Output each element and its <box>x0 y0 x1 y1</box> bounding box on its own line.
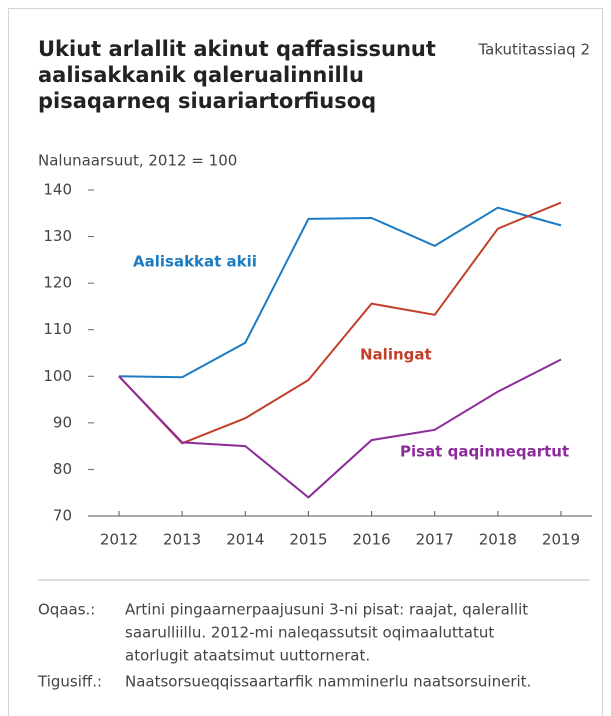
subtitle: Nalunaarsuut, 2012 = 100 <box>38 152 237 170</box>
chart-title: pisaqarneq siuariartorfiusoq <box>38 89 376 113</box>
note-label: Tigusiff.: <box>37 673 102 691</box>
y-tick-label: 100 <box>43 367 72 385</box>
chart-title: aalisakkanik qalerualinnillu <box>38 63 364 87</box>
series-label: Pisat qaqinneqartut <box>400 443 569 461</box>
y-tick-label: 140 <box>43 181 72 199</box>
note-text: saarulliillu. 2012-mi naleqassutsit oqim… <box>125 624 494 642</box>
y-tick-label: 80 <box>53 460 72 478</box>
y-tick-label: 130 <box>43 227 72 245</box>
series-line <box>118 206 562 379</box>
x-tick-label: 2018 <box>479 531 517 549</box>
card-frame <box>8 8 603 716</box>
y-tick-label: 110 <box>43 320 72 338</box>
series-label: Aalisakkat akii <box>133 253 257 271</box>
x-tick-label: 2015 <box>289 531 327 549</box>
y-tick-label: 90 <box>53 413 72 431</box>
x-tick-label: 2013 <box>163 531 201 549</box>
x-tick-label: 2017 <box>416 531 454 549</box>
figure-label: Takutitassiaq 2 <box>477 41 590 59</box>
y-tick-label: 70 <box>53 507 72 525</box>
note-text: Naatsorsueqqissaartarfik namminerlu naat… <box>125 673 531 691</box>
note-text: Artini pingaarnerpaajusuni 3-ni pisat: r… <box>125 601 528 619</box>
chart-title: Ukiut arlallit akinut qaffasissunut <box>38 37 436 61</box>
x-tick-label: 2014 <box>226 531 264 549</box>
series-line <box>118 358 562 499</box>
x-tick-label: 2012 <box>100 531 138 549</box>
y-tick-label: 120 <box>43 274 72 292</box>
series-label: Nalingat <box>360 346 432 364</box>
series-line <box>118 201 562 445</box>
x-tick-label: 2016 <box>352 531 390 549</box>
note-label: Oqaas.: <box>38 601 95 619</box>
note-text: atorlugit ataatsimut uuttornerat. <box>125 647 370 665</box>
x-tick-label: 2019 <box>542 531 580 549</box>
